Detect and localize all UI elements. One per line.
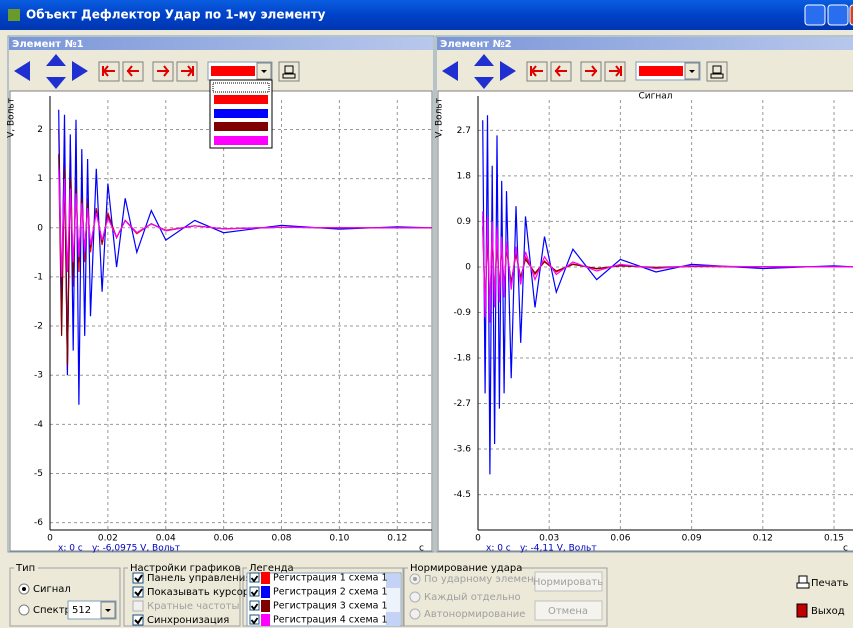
y-tick-label: 0 [465,262,471,272]
x-tick-label: 0.04 [156,534,176,544]
restore-button[interactable] [828,5,848,25]
legend-label: Регистрация 3 схема 1 [273,601,388,612]
legend-group: Легенда Регистрация 1 схема 1Регистрация… [243,562,403,626]
button-label: Печать [811,578,849,589]
y-tick-label: -6 [34,518,43,528]
y-axis-label: V, Вольт [7,98,17,138]
exit-button[interactable]: Выход [790,600,853,622]
color-option[interactable] [214,95,268,104]
legend-swatch [261,614,270,626]
legend-swatch [261,572,270,584]
radio[interactable] [19,605,29,615]
x-tick-label: 0 [47,534,53,544]
radio-label: Сигнал [33,584,71,595]
button-label: Отмена [548,606,588,617]
x-tick-label: 0.03 [539,534,559,544]
color-option[interactable] [214,109,268,118]
panel-title: Элемент №2 [440,39,512,50]
button-label: Нормировать [533,577,603,588]
x-tick-label: 0.06 [610,534,630,544]
checkbox-label: Панель управления [147,573,251,584]
y-tick-label: -0.9 [453,308,471,318]
group-title: Нормирование удара [410,563,522,574]
x-tick-label: 0.09 [682,534,702,544]
chart-title: Сигнал [638,92,672,102]
legend-label: Регистрация 4 схема 1 [273,615,388,626]
y-tick-label: -3 [34,371,43,381]
checkbox-label: Синхронизация [147,615,229,626]
x-unit-label: с [843,544,848,554]
y-tick-label: -3.6 [453,445,471,455]
minimize-button[interactable] [805,5,825,25]
x-tick-label: 0.08 [271,534,291,544]
x-tick-label: 0.10 [329,534,349,544]
x-unit-label: с [419,544,424,554]
radio-label: Спектр [33,605,71,616]
y-tick-label: -1 [34,272,43,282]
cursor-readout: y: -4,11 V, Вольт [520,544,597,554]
y-tick-label: -2.7 [453,399,471,409]
panel-title: Элемент №1 [12,39,84,50]
y-tick-label: 0.9 [457,217,472,227]
x-tick-label: 0.15 [824,534,844,544]
checkbox-label: Показывать курсор [147,587,249,598]
color-option[interactable] [214,136,268,145]
app-icon [8,9,20,21]
y-tick-label: -4.5 [453,490,471,500]
legend-label: Регистрация 2 схема 1 [273,587,388,598]
y-tick-label: -4 [34,420,43,430]
cursor-readout: x: 0 с [58,544,83,554]
cursor-readout: x: 0 с [486,544,511,554]
radio-label: Каждый отдельно [424,592,521,603]
y-tick-label: 1 [37,174,43,184]
color-option[interactable] [214,122,268,131]
window-title: Объект Дефлектор Удар по 1-му элементу [26,8,326,22]
legend-swatch [261,600,270,612]
x-tick-label: 0.06 [214,534,234,544]
select-value: 512 [72,605,91,616]
y-tick-label: 1.8 [457,171,472,181]
y-tick-label: 2 [37,125,43,135]
y-tick-label: 2.7 [457,126,471,136]
color-dropdown [210,80,272,148]
y-tick-label: -2 [34,322,43,332]
group-title: Тип [15,563,35,574]
radio-label: По ударному элементу [424,574,546,585]
legend-label: Регистрация 1 схема 1 [273,573,388,584]
x-tick-label: 0.12 [753,534,773,544]
y-tick-label: 0 [37,223,43,233]
y-tick-label: -5 [34,469,43,479]
cursor-readout: y: -6,0975 V, Вольт [92,544,180,554]
checkbox-label: Кратные частоты [147,601,239,612]
radio-label: Автонормирование [424,609,525,620]
checkbox [133,601,143,611]
button-label: Выход [811,606,845,617]
y-axis-label: V, Вольт [435,98,445,138]
x-tick-label: 0.02 [98,534,118,544]
legend-swatch [261,586,270,598]
x-tick-label: 0 [475,534,481,544]
x-tick-label: 0.12 [387,534,407,544]
y-tick-label: -1.8 [453,354,471,364]
print-button[interactable]: Печать [790,572,853,594]
